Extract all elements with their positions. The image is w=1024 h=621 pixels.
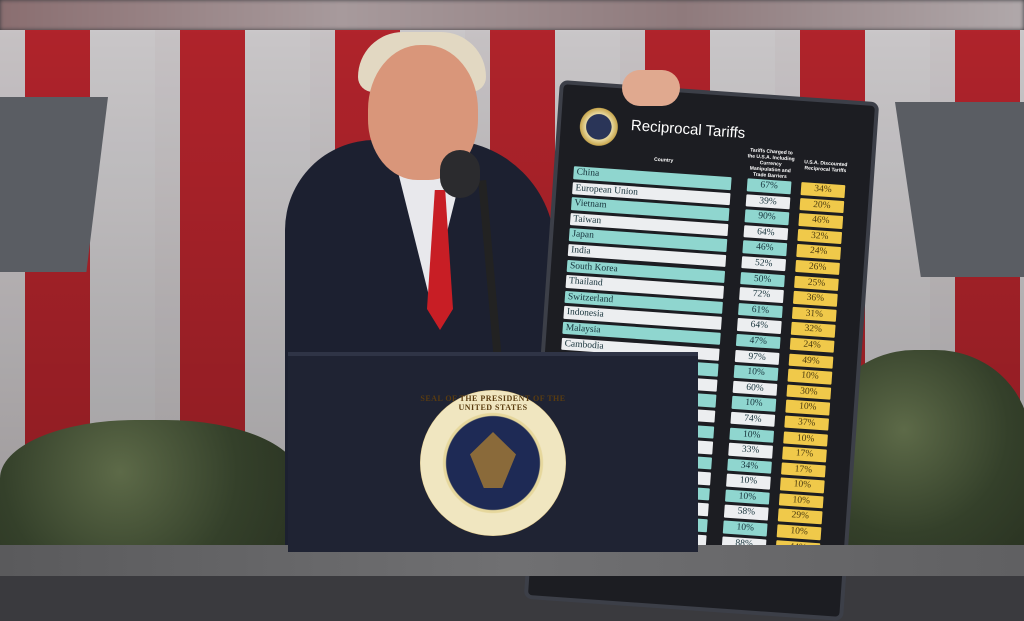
charged-cell: 67% — [746, 178, 792, 194]
seal-text: SEAL OF THE PRESIDENT OF THE UNITED STAT… — [420, 394, 566, 412]
table-row: Thailand 72% 36% — [565, 274, 838, 307]
table-row: Japan 46% 24% — [568, 227, 842, 260]
letterbox-top — [0, 0, 1024, 30]
charged-cell: 10% — [733, 364, 779, 381]
table-row: Vietnam 90% 46% — [570, 196, 844, 229]
charged-cell: 97% — [734, 349, 780, 365]
table-row: Malaysia 47% 24% — [562, 321, 835, 354]
header-country: Country — [653, 156, 674, 165]
charged-cell: 52% — [741, 256, 787, 272]
charged-cell: 39% — [745, 193, 791, 210]
discounted-cell: 32% — [790, 322, 836, 338]
header-discounted: U.S.A. Discounted Reciprocal Tariffs — [803, 159, 848, 175]
shrub-left — [0, 420, 300, 550]
charged-cell: 58% — [723, 504, 769, 521]
table-row: China 67% 34% — [573, 165, 846, 198]
discounted-cell: 20% — [799, 197, 845, 214]
discounted-cell: 36% — [792, 290, 838, 307]
charged-cell: 46% — [742, 240, 788, 257]
podium-seal: SEAL OF THE PRESIDENT OF THE UNITED STAT… — [420, 390, 566, 536]
discounted-cell: 17% — [782, 446, 827, 463]
charged-cell: 10% — [731, 396, 777, 412]
charged-cell: 33% — [728, 442, 773, 459]
charged-cell: 64% — [743, 224, 789, 241]
discounted-cell: 10% — [785, 399, 831, 416]
board-title: Reciprocal Tariffs — [630, 117, 746, 143]
discounted-cell: 10% — [778, 493, 824, 509]
charged-cell: 10% — [729, 427, 775, 443]
left-panel — [0, 97, 108, 272]
charged-cell: 61% — [738, 302, 783, 319]
charged-cell: 74% — [730, 411, 776, 428]
right-panel — [895, 102, 1024, 277]
discounted-cell: 31% — [791, 306, 837, 323]
discounted-cell: 32% — [797, 228, 843, 245]
discounted-cell: 37% — [784, 415, 830, 431]
hand — [622, 70, 680, 106]
discounted-cell: 46% — [798, 213, 844, 229]
discounted-cell: 30% — [786, 384, 832, 400]
discounted-cell: 34% — [800, 182, 846, 198]
discounted-cell: 24% — [789, 337, 835, 354]
charged-cell: 10% — [722, 520, 768, 537]
presidential-seal-icon — [575, 103, 623, 151]
table-row: India 52% 26% — [567, 243, 840, 276]
charged-cell: 34% — [727, 458, 772, 474]
table-row: European Union 39% 20% — [572, 181, 845, 214]
charged-cell: 64% — [736, 318, 782, 334]
table-row: South Korea 50% 25% — [566, 259, 839, 291]
charged-cell: 90% — [744, 209, 790, 225]
charged-cell: 47% — [735, 333, 781, 350]
table-row: Taiwan 64% 32% — [569, 212, 843, 245]
charged-cell: 10% — [726, 473, 771, 490]
discounted-cell: 10% — [783, 430, 828, 447]
charged-cell: 60% — [732, 380, 778, 397]
discounted-cell: 29% — [777, 508, 823, 525]
microphone-icon — [440, 150, 480, 198]
discounted-cell: 10% — [779, 477, 825, 494]
discounted-cell: 24% — [796, 244, 842, 260]
table-row: Switzerland 61% 31% — [564, 290, 837, 323]
charged-cell: 72% — [739, 287, 784, 303]
table-row: Indonesia 64% 32% — [563, 305, 836, 338]
discounted-cell: 10% — [787, 368, 833, 385]
eagle-icon — [470, 432, 516, 488]
charged-cell: 10% — [724, 489, 770, 505]
header-charged: Tariffs Charged to the U.S.A. Including … — [747, 147, 795, 181]
charged-cell: 50% — [740, 271, 785, 288]
table-row: Cambodia 97% 49% — [561, 336, 834, 369]
discounted-cell: 10% — [776, 524, 822, 540]
discounted-cell: 25% — [794, 275, 839, 291]
discounted-cell: 26% — [795, 259, 840, 276]
discounted-cell: 17% — [781, 462, 826, 478]
discounted-cell: 49% — [788, 353, 834, 369]
